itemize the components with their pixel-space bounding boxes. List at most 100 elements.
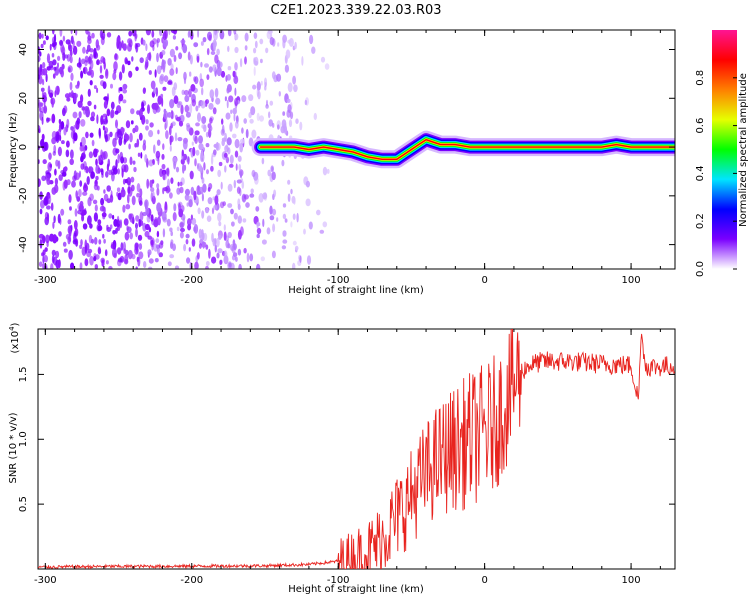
- noise-speck: [51, 113, 56, 124]
- noise-speck: [131, 56, 134, 62]
- noise-speck: [226, 99, 229, 109]
- noise-speck: [171, 121, 176, 127]
- noise-speck: [198, 243, 202, 249]
- noise-speck: [79, 244, 83, 249]
- noise-speck: [60, 208, 65, 216]
- noise-speck: [91, 238, 94, 244]
- noise-speck: [63, 126, 67, 136]
- noise-speck: [101, 205, 105, 212]
- noise-speck: [169, 254, 175, 259]
- noise-speck: [45, 35, 49, 41]
- noise-speck: [224, 96, 227, 102]
- noise-speck: [195, 149, 200, 156]
- noise-speck: [93, 148, 98, 158]
- noise-speck: [265, 104, 269, 109]
- noise-speck: [120, 242, 124, 251]
- noise-speck: [108, 265, 113, 269]
- noise-speck: [140, 220, 144, 226]
- noise-speck: [42, 40, 46, 45]
- ridge-band: [259, 138, 675, 161]
- noise-speck: [214, 54, 219, 64]
- noise-speck: [271, 171, 276, 181]
- noise-speck: [152, 159, 155, 166]
- noise-speck: [162, 143, 165, 151]
- noise-speck: [75, 30, 78, 36]
- noise-speck: [162, 187, 165, 195]
- noise-speck: [169, 145, 172, 152]
- noise-speck: [80, 212, 86, 216]
- noise-speck: [52, 73, 56, 79]
- noise-speck: [183, 243, 187, 252]
- noise-speck: [217, 248, 223, 254]
- noise-speck: [254, 40, 258, 49]
- noise-speck: [87, 100, 92, 107]
- noise-speck: [138, 218, 142, 228]
- noise-speck: [102, 233, 105, 239]
- noise-speck: [213, 149, 217, 156]
- noise-speck: [101, 212, 107, 218]
- noise-speck: [84, 258, 89, 267]
- noise-speck: [173, 82, 178, 91]
- noise-speck: [151, 30, 155, 38]
- colorbar-tick-label: 0.6: [695, 118, 706, 134]
- noise-speck: [57, 55, 61, 62]
- noise-speck: [193, 76, 197, 82]
- noise-speck: [242, 218, 247, 223]
- noise-speck: [87, 38, 92, 45]
- spectrogram-ytick-label: 0: [18, 144, 29, 150]
- noise-speck: [299, 255, 302, 263]
- noise-speck: [189, 170, 194, 180]
- noise-speck: [122, 88, 127, 94]
- noise-speck: [88, 151, 93, 159]
- noise-speck: [227, 30, 232, 37]
- noise-speck: [148, 258, 154, 264]
- noise-speck: [180, 158, 185, 165]
- noise-speck: [211, 256, 217, 264]
- noise-speck: [264, 82, 267, 87]
- noise-speck: [64, 93, 70, 99]
- noise-speck: [240, 226, 244, 236]
- noise-speck: [271, 208, 277, 216]
- noise-speck: [182, 140, 188, 150]
- spectrogram-xtick-label: -100: [327, 275, 350, 286]
- noise-speck: [112, 230, 116, 235]
- noise-speck: [128, 30, 133, 37]
- noise-speck: [117, 192, 122, 201]
- noise-speck: [161, 153, 165, 160]
- noise-speck: [175, 67, 178, 75]
- noise-speck: [201, 149, 204, 159]
- noise-speck: [266, 227, 271, 235]
- spectrogram-xlabel: Height of straight line (km): [288, 285, 424, 296]
- noise-speck: [276, 217, 279, 222]
- noise-speck: [58, 231, 62, 237]
- noise-speck: [67, 236, 71, 245]
- noise-speck: [180, 104, 184, 115]
- noise-speck: [74, 208, 78, 217]
- noise-speck: [201, 124, 207, 129]
- noise-speck: [219, 260, 223, 265]
- noise-speck: [100, 197, 105, 206]
- noise-speck: [73, 124, 76, 132]
- noise-speck: [212, 107, 217, 115]
- noise-speck: [234, 121, 239, 129]
- noise-speck: [176, 226, 180, 232]
- snr-line: [38, 329, 675, 569]
- noise-speck: [40, 43, 44, 49]
- noise-speck: [132, 160, 136, 165]
- noise-speck: [38, 55, 41, 63]
- noise-speck: [257, 90, 261, 100]
- noise-speck: [98, 127, 101, 137]
- noise-speck: [60, 170, 65, 175]
- noise-speck: [203, 162, 206, 171]
- noise-speck: [141, 114, 146, 125]
- noise-speck: [68, 249, 73, 260]
- noise-speck: [124, 231, 130, 241]
- noise-speck: [197, 252, 200, 260]
- noise-speck: [80, 58, 86, 65]
- noise-speck: [290, 221, 293, 228]
- noise-speck: [221, 118, 224, 125]
- noise-speck: [54, 184, 59, 194]
- noise-speck: [138, 132, 143, 141]
- noise-speck: [42, 263, 46, 269]
- noise-speck: [232, 70, 236, 78]
